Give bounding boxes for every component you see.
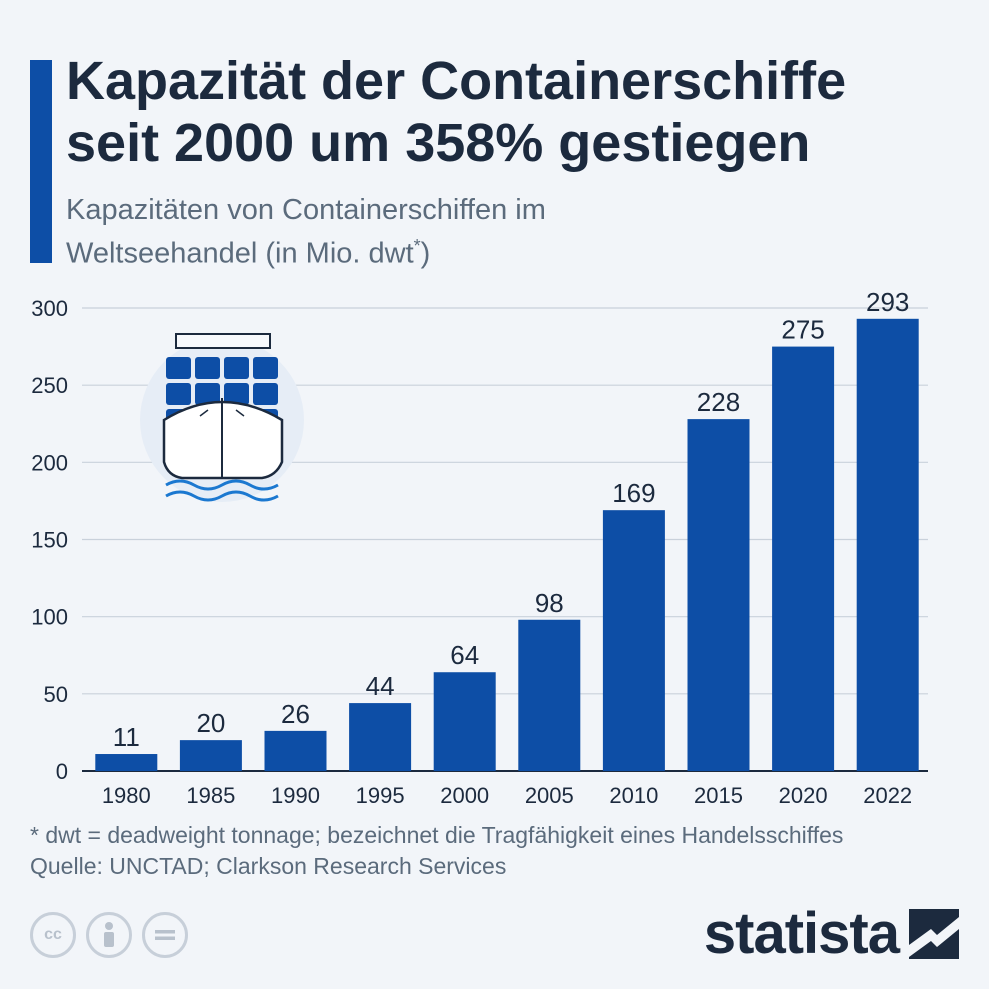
y-tick-label: 250 [31,373,68,398]
statista-logo[interactable]: statista [704,900,959,967]
bar-value-label: 20 [196,708,225,738]
title-accent-bar [30,60,52,263]
footnote-block: * dwt = deadweight tonnage; bezeichnet d… [30,820,970,882]
bar-layer: 11 1980 20 1985 26 1990 44 1995 64 2000 98 2005 169 2… [95,287,919,808]
x-tick-label: 1980 [102,783,151,808]
chart-title: Kapazität der Containerschiffe seit 2000… [66,50,966,174]
x-tick-label: 2015 [694,783,743,808]
bar-value-label: 26 [281,699,310,729]
x-tick-label: 2005 [525,783,574,808]
x-tick-label: 2010 [609,783,658,808]
subtitle-asterisk: * [413,236,421,256]
bar-1985[interactable] [179,740,242,771]
bar-2020[interactable] [772,346,835,771]
bar-2015[interactable] [687,419,750,771]
bar-2022[interactable] [856,318,919,771]
cc-icon[interactable]: cc [30,912,76,958]
bar-value-label: 275 [781,315,824,345]
container-ship-icon [140,333,304,502]
statista-logo-icon [909,908,959,959]
license-icons: cc [30,912,188,958]
source-note: Quelle: UNCTAD; Clarkson Research Servic… [30,853,507,879]
chart-subtitle: Kapazitäten von Containerschiffen im Wel… [66,192,766,272]
nd-icon[interactable] [142,912,188,958]
x-tick-label: 2020 [779,783,828,808]
title-line-1: Kapazität der Containerschiffe [66,51,847,111]
y-tick-label: 300 [31,296,68,321]
subtitle-line-2-end: ) [420,237,431,270]
subtitle-line-2: Weltseehandel (in Mio. dwt*) [66,228,766,272]
bar-1980[interactable] [95,754,158,771]
bar-value-label: 293 [866,287,909,317]
y-tick-label: 200 [31,450,68,475]
title-line-2: seit 2000 um 358% gestiegen [66,113,811,173]
bar-2000[interactable] [433,672,496,771]
y-tick-label: 0 [56,759,68,784]
x-tick-label: 1985 [186,783,235,808]
bar-value-label: 169 [612,478,655,508]
bar-value-label: 11 [113,722,140,752]
x-tick-label: 2022 [863,783,912,808]
bar-2005[interactable] [518,619,581,771]
bar-value-label: 64 [450,640,479,670]
y-tick-label: 50 [44,682,68,707]
x-tick-label: 1990 [271,783,320,808]
bar-value-label: 98 [535,588,564,618]
bar-2010[interactable] [602,510,665,771]
dwt-footnote: * dwt = deadweight tonnage; bezeichnet d… [30,822,844,848]
bar-value-label: 228 [697,387,740,417]
y-tick-label: 100 [31,605,68,630]
bar-1995[interactable] [349,703,412,771]
bar-value-label: 44 [366,671,395,701]
subtitle-line-1: Kapazitäten von Containerschiffen im [66,194,546,226]
y-tick-label: 150 [31,528,68,553]
brand-name: statista [703,901,900,966]
x-tick-label: 2000 [440,783,489,808]
bar-1990[interactable] [264,730,327,771]
x-tick-label: 1995 [356,783,405,808]
subtitle-line-2-text: Weltseehandel (in Mio. dwt [66,237,414,270]
by-icon[interactable] [86,912,132,958]
grid-layer: 0 50 100 150 200 250 300 [31,296,928,784]
